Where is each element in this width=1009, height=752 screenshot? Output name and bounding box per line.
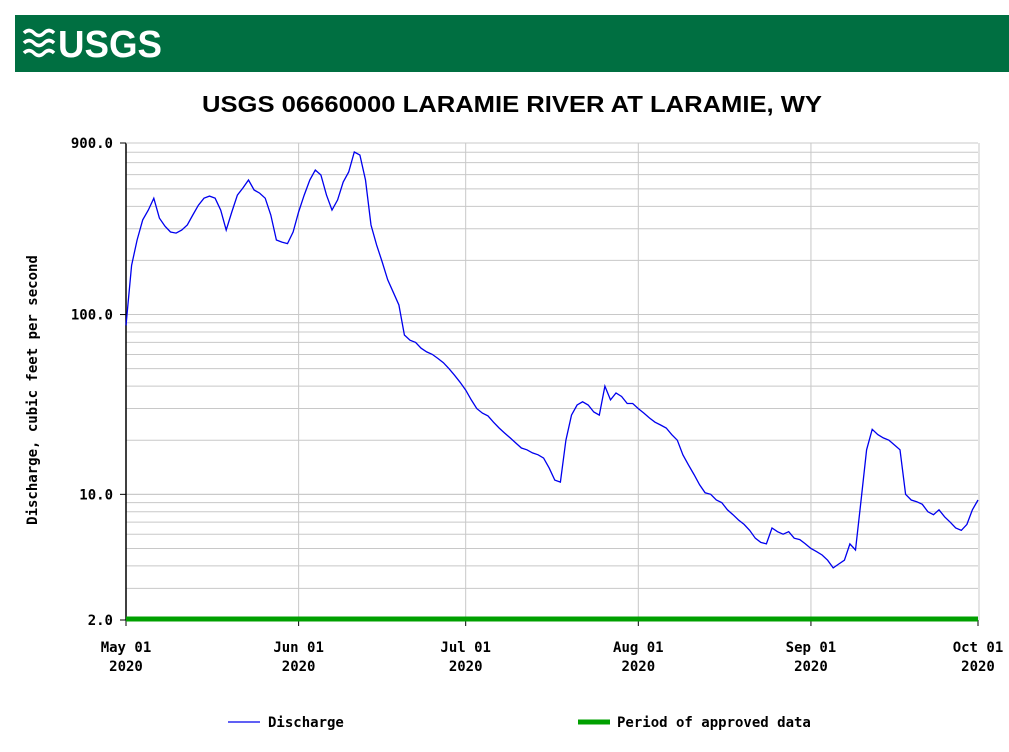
x-tick-label: Aug 01 2020 (613, 640, 664, 675)
y-tick-label: 10.0 (79, 487, 113, 503)
x-tick-label: Oct 01 2020 (953, 640, 1004, 675)
logo-text: USGS (58, 24, 162, 66)
x-tick-label: Jul 01 2020 (440, 640, 491, 675)
y-tick-label: 900.0 (71, 136, 113, 152)
logo-waves (22, 28, 56, 58)
header-band (15, 15, 1009, 72)
legend-label: Period of approved data (617, 715, 811, 731)
data-line (125, 151, 979, 569)
x-tick-label: May 01 2020 (101, 640, 152, 675)
x-tick-label: Jun 01 2020 (273, 640, 324, 675)
legend-label: Discharge (268, 715, 344, 731)
x-tick-label: Sep 01 2020 (786, 640, 837, 675)
chart-title: USGS 06660000 LARAMIE RIVER AT LARAMIE, … (202, 91, 822, 117)
y-tick-label: 2.0 (88, 613, 113, 629)
y-axis-label: Discharge, cubic feet per second (25, 255, 41, 525)
y-tick-label: 100.0 (71, 308, 113, 324)
